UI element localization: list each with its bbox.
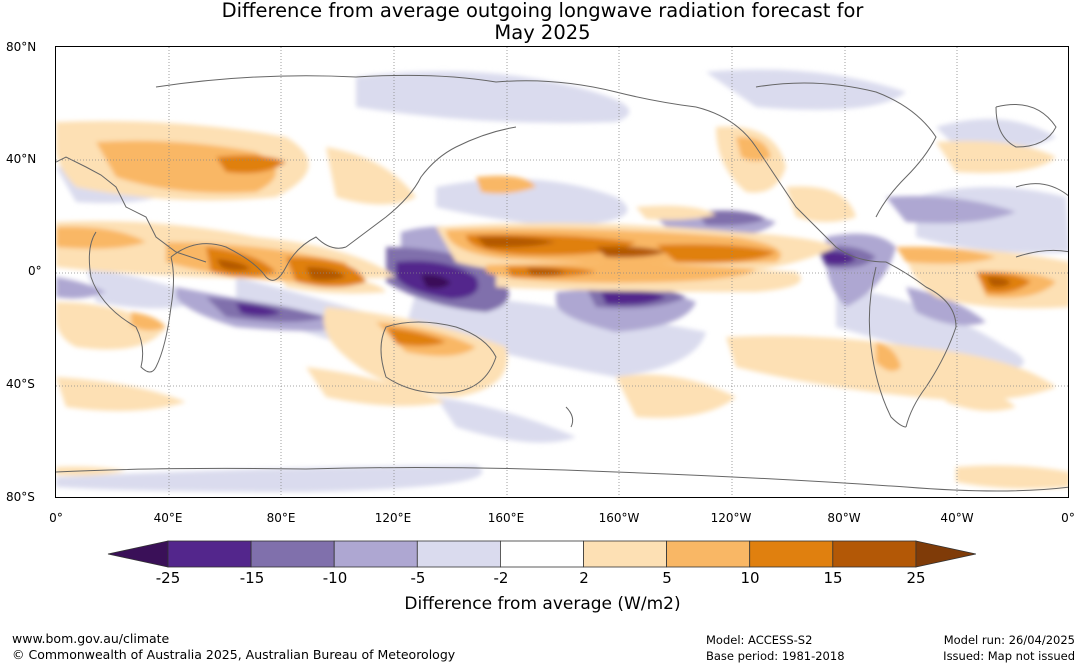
model-run: Model run: 26/04/2025	[943, 633, 1075, 647]
lon-label-160w: 160°W	[598, 511, 640, 525]
anomaly-fields	[56, 69, 1068, 492]
colorbar-extend-low	[107, 540, 169, 568]
colorbar-tick: -5	[410, 569, 426, 587]
website-text: www.bom.gov.au/climate	[12, 631, 170, 646]
colorbar-tick: 25	[906, 569, 926, 587]
colorbar-tick: -15	[239, 569, 265, 587]
colorbar-swatch	[749, 540, 834, 568]
colorbar-tick: 15	[823, 569, 843, 587]
title-line-1: Difference from average outgoing longwav…	[221, 0, 864, 22]
colorbar-tick: -25	[155, 569, 181, 587]
lon-label-120e: 120°E	[374, 511, 412, 525]
colorbar-swatch	[416, 540, 501, 568]
lat-label-40s: 40°S	[6, 377, 35, 391]
lon-label-40w: 40°W	[940, 511, 974, 525]
lat-label-40n: 40°N	[6, 152, 37, 166]
lat-label-80s: 80°S	[6, 490, 35, 504]
map-canvas	[56, 47, 1068, 497]
copyright-text: © Commonwealth of Australia 2025, Austra…	[12, 647, 456, 662]
coastlines	[56, 74, 1068, 492]
colorbar-swatch	[250, 540, 335, 568]
footer-left: www.bom.gov.au/climate © Commonwealth of…	[12, 631, 455, 663]
lat-label-80n: 80°N	[6, 40, 37, 54]
lon-label-40e: 40°E	[153, 511, 183, 525]
footer-run-info: Model run: 26/04/2025 Issued: Map not is…	[943, 632, 1075, 664]
colorbar-tick: 2	[579, 569, 589, 587]
colorbar-extend-high	[915, 540, 976, 568]
footer-model-info: Model: ACCESS-S2 Base period: 1981-2018	[706, 632, 845, 664]
lon-label-0-right: 0°	[1061, 511, 1075, 525]
colorbar-tick: 5	[662, 569, 672, 587]
colorbar-swatch	[666, 540, 751, 568]
base-period: Base period: 1981-2018	[706, 649, 845, 663]
colorbar-tick: 10	[740, 569, 760, 587]
colorbar-tick: -10	[322, 569, 348, 587]
colorbar-swatch	[583, 540, 667, 568]
map-title: Difference from average outgoing longwav…	[0, 0, 1085, 44]
colorbar-label: Difference from average (W/m2)	[404, 594, 681, 614]
lon-label-0-left: 0°	[49, 511, 63, 525]
colorbar-swatch	[832, 540, 917, 568]
lon-label-120w: 120°W	[710, 511, 752, 525]
lat-label-equator: 0°	[28, 264, 42, 278]
title-line-2: May 2025	[494, 21, 591, 44]
lon-label-80w: 80°W	[827, 511, 861, 525]
lon-label-80e: 80°E	[266, 511, 296, 525]
model-name: Model: ACCESS-S2	[706, 633, 813, 647]
issued-status: Issued: Map not issued	[943, 649, 1075, 663]
lon-label-160e: 160°E	[487, 511, 525, 525]
colorbar-swatch	[167, 540, 252, 568]
colorbar-swatch	[499, 540, 584, 568]
colorbar-swatch	[333, 540, 418, 568]
colorbar-tick: -2	[493, 569, 509, 587]
olr-anomaly-map	[55, 46, 1069, 498]
graticule	[56, 47, 1068, 497]
